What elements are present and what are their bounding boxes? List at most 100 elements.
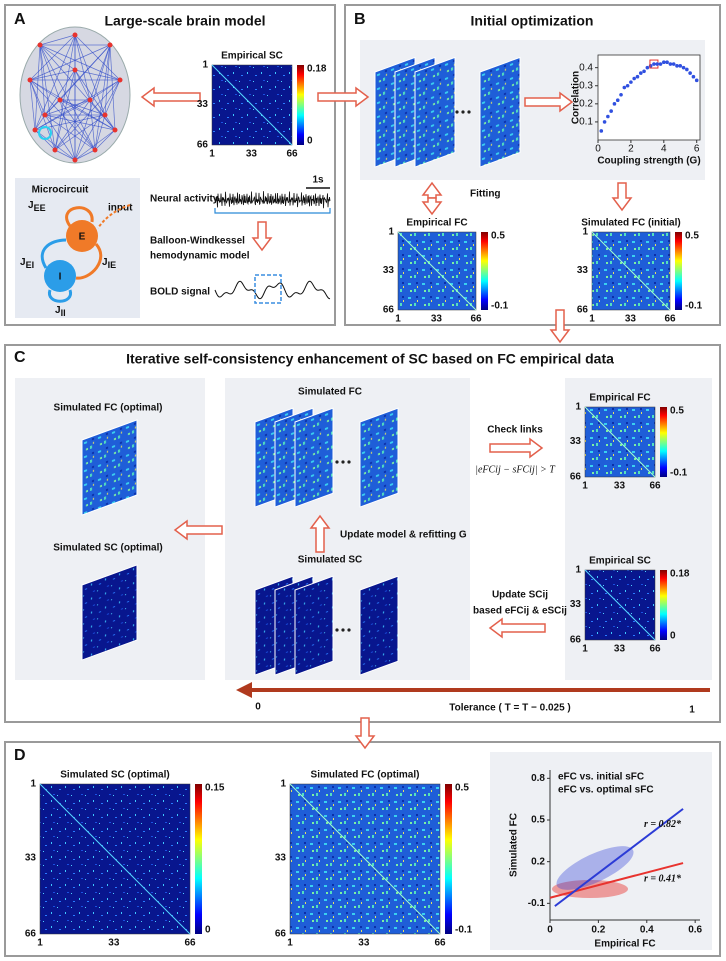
colorbar-label: 0.5 (685, 231, 699, 242)
point (603, 120, 607, 124)
ellipsis-dot (341, 460, 344, 463)
point (672, 62, 676, 66)
point (636, 75, 640, 79)
colorbar-label: 0 (205, 925, 211, 936)
colorbar-label: -0.1 (455, 925, 473, 936)
x-tick-label: 0.2 (591, 925, 605, 936)
point (659, 62, 663, 66)
microcircuit-title: Microcircuit (32, 185, 89, 196)
brain-node (73, 33, 78, 38)
brain-node (113, 128, 118, 133)
point (669, 62, 673, 66)
bold-label: BOLD signal (150, 287, 210, 298)
point (606, 115, 610, 119)
point (629, 80, 633, 84)
heatmap-tick-label: 66 (286, 149, 298, 160)
colorbar-label: 0.5 (670, 406, 684, 417)
heatmap-tick-label: 33 (383, 265, 395, 276)
heatmap-tick-label: 1 (37, 938, 43, 949)
brain-node (93, 148, 98, 153)
point (655, 62, 659, 66)
tolerance-end: 1 (689, 705, 695, 716)
point (695, 79, 699, 83)
x-tick-label: 0.6 (688, 925, 702, 936)
point (599, 129, 603, 133)
colorbar-label: 0.5 (455, 783, 469, 794)
label: Simulated FC (298, 387, 362, 398)
heatmap-tick-label: 1 (575, 402, 581, 413)
point (619, 93, 623, 97)
point (609, 109, 613, 113)
colorbar-label: 0.18 (307, 64, 327, 75)
figure: A Large-scale brain model B Initial opti… (0, 0, 726, 961)
brain-node (53, 148, 58, 153)
heatmap-tick-label: 1 (582, 227, 588, 238)
brain-node (33, 128, 38, 133)
heatmap-tick-label: 66 (184, 938, 196, 949)
colorbar-label: 0 (307, 136, 313, 147)
brain-node (118, 78, 123, 83)
arrow (253, 222, 271, 250)
heatmap-tick-label: 66 (649, 481, 661, 492)
matrix-thumbnail (295, 408, 333, 507)
colorbar (675, 232, 682, 310)
colorbar (195, 784, 202, 934)
arrow (490, 439, 542, 457)
point (685, 68, 689, 72)
heatmap-tick-label: 1 (582, 481, 588, 492)
heatmap-tick-label: 33 (25, 852, 37, 863)
heatmap-tick-label: 33 (275, 852, 287, 863)
x-tick-label: 0.4 (640, 925, 654, 936)
time-scale: 1s (312, 175, 324, 186)
panel-label: B (354, 11, 366, 28)
colorbar (297, 65, 304, 145)
criterion: |eFCij − sFCij| > T (475, 464, 556, 475)
heatmap-tick-label: 1 (280, 779, 286, 790)
heatmap-title: Empirical FC (406, 218, 467, 229)
heatmap-title: Empirical FC (589, 393, 650, 404)
x-axis-label: Coupling strength (G) (597, 156, 700, 167)
colorbar-label: 0.18 (670, 569, 690, 580)
arrow (318, 88, 368, 106)
colorbar (481, 232, 488, 310)
heatmap-tick-label: 1 (575, 565, 581, 576)
legend-entry: eFC vs. initial sFC (558, 772, 644, 783)
tolerance-label: Tolerance ( T = T − 0.025 ) (449, 703, 571, 714)
label: Simulated SC (298, 555, 362, 566)
heatmap-tick-label: 66 (664, 314, 676, 325)
heatmap-tick-label: 66 (470, 314, 482, 325)
point (688, 71, 692, 75)
colorbar-label: 0 (670, 631, 676, 642)
coupling-sub: IE (108, 260, 117, 270)
point (613, 102, 617, 106)
ellipsis-dot (341, 628, 344, 631)
label: based eFCij & eSCij (473, 606, 567, 617)
brain-node (108, 43, 113, 48)
x-axis-label: Empirical FC (594, 939, 655, 950)
neural-activity-label: Neural activity (150, 194, 219, 205)
r-label: r = 0.82* (644, 819, 682, 830)
heatmap-tick-label: 33 (614, 481, 626, 492)
y-tick-label: 0.8 (531, 773, 545, 784)
coupling-sub: EE (34, 203, 46, 213)
heatmap-tick-label: 66 (570, 472, 582, 483)
colorbar-label: 0.15 (205, 783, 225, 794)
label: Simulated FC (optimal) (54, 403, 163, 414)
arrow (423, 198, 441, 214)
point (675, 64, 679, 68)
heatmap-tick-label: 66 (649, 644, 661, 655)
brain-node (38, 43, 43, 48)
brain-node (73, 68, 78, 73)
ellipsis-dot (467, 110, 470, 113)
heatmap-tick-label: 1 (388, 227, 394, 238)
label: Update model & refitting G (340, 530, 467, 541)
heatmap-tick-label: 33 (625, 314, 637, 325)
x-tick-label: 0 (547, 925, 553, 936)
ellipsis-dot (455, 110, 458, 113)
heatmap-tick-label: 1 (395, 314, 401, 325)
heatmap-tick-label: 1 (582, 644, 588, 655)
matrix-thumbnail (360, 408, 398, 507)
point (662, 60, 666, 64)
heatmap-tick-label: 33 (577, 265, 589, 276)
panel-title: Initial optimization (471, 13, 594, 29)
